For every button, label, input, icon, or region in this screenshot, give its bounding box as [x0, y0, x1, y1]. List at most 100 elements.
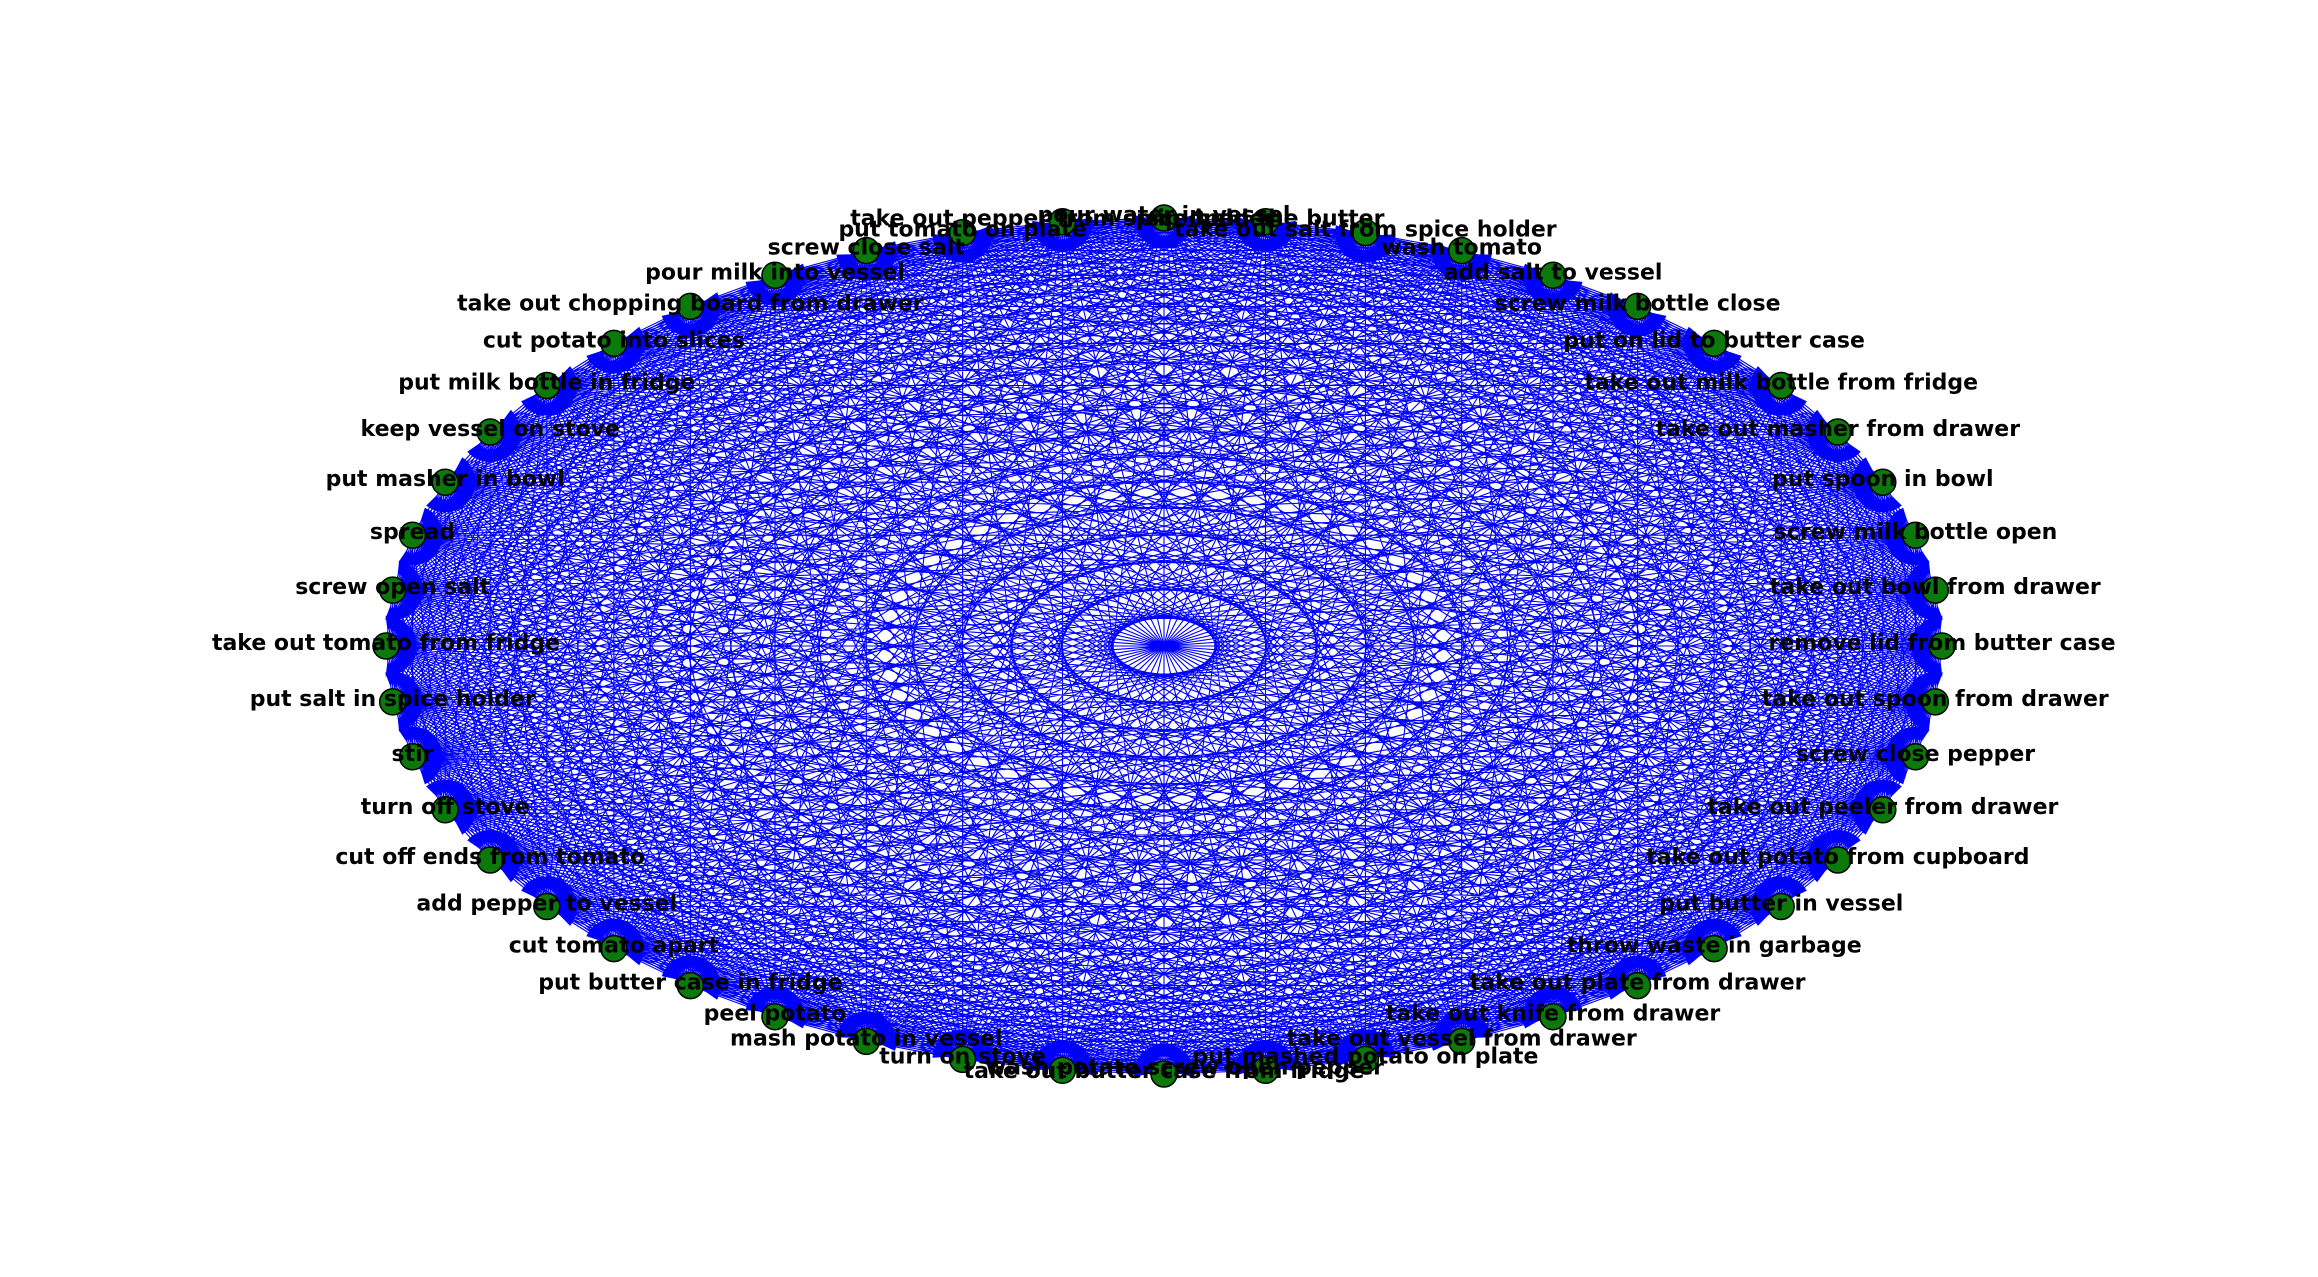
graph-node	[852, 1027, 881, 1056]
arrowheads-node-8	[1522, 263, 1583, 306]
arrowheads-node-43	[1751, 876, 1807, 926]
arrowheads-node-12	[1133, 215, 1195, 249]
arrowheads-node-4	[1807, 409, 1861, 463]
node-label: take out pepper from spice holder	[850, 207, 1275, 232]
arrowheads-node-26	[398, 726, 443, 785]
node-label: throw waste in garbage	[1567, 934, 1862, 959]
node-label: put on lid to butter case	[1563, 328, 1865, 353]
graph-node	[1700, 934, 1728, 963]
node-label: screw close salt	[768, 236, 966, 261]
node-label: screw open pepper	[1147, 1055, 1384, 1080]
node-label: screw open salt	[295, 575, 490, 600]
graph-node	[1447, 236, 1476, 265]
node-label: take out bowl from drawer	[1770, 575, 2101, 600]
graph-node	[1824, 846, 1852, 874]
graph-node	[533, 371, 561, 400]
graph-node	[761, 261, 789, 290]
graph-node	[431, 468, 459, 496]
arrowheads-node-10	[1335, 225, 1396, 263]
graph-node	[1623, 971, 1652, 1000]
node-label: take out salt from spice holder	[1174, 218, 1557, 243]
graph-node	[1623, 292, 1652, 321]
node-label: screw close pepper	[1796, 742, 2035, 767]
node-label: wash potato	[986, 1055, 1139, 1080]
arrowheads-node-34	[932, 1029, 993, 1067]
graph-node	[533, 892, 561, 921]
graph-node	[1351, 1045, 1380, 1074]
node-label: put salt in spice holder	[250, 687, 536, 712]
node-label: take out vessel from drawer	[1287, 1026, 1637, 1051]
graph-node	[1447, 1027, 1476, 1056]
graph-node	[1921, 576, 1950, 604]
node-label: pour milk into vessel	[645, 260, 905, 285]
arrowheads-node-21	[426, 457, 476, 513]
graph-node	[1700, 329, 1728, 358]
node-label: remove lid from butter case	[1768, 631, 2115, 656]
node-label: rip open the butter	[1147, 207, 1385, 232]
node-label: take out plate from drawer	[1470, 971, 1806, 996]
labels-layer: remove lid from butter case take out bowl…	[212, 203, 2116, 1084]
arrowheads-node-0	[1911, 615, 1943, 677]
arrowheads-node-13	[1032, 216, 1093, 252]
arrowheads-node-39	[1431, 1011, 1492, 1051]
arrowheads-node-14	[932, 225, 993, 263]
graph-node	[1921, 688, 1950, 716]
arrowheads-node-6	[1683, 326, 1742, 374]
arrowheads-node-17	[661, 292, 721, 337]
node-label: take out spoon from drawer	[1762, 687, 2109, 712]
node-label: peel potato	[704, 1002, 847, 1027]
arrowheads-node-44	[1807, 829, 1861, 883]
node-label: take out knife from drawer	[1386, 1002, 1721, 1027]
graph-node	[1150, 1060, 1178, 1088]
graph-node	[1869, 796, 1897, 824]
graph-node	[378, 576, 407, 604]
graph-node	[676, 971, 705, 1000]
edge-arrowheads	[385, 215, 1943, 1077]
node-label: take out masher from drawer	[1656, 417, 2021, 442]
node-label: put tomato on plate	[838, 218, 1086, 243]
arrowheads-node-28	[467, 829, 521, 883]
graph-node	[1351, 218, 1380, 247]
graph-node	[600, 329, 628, 358]
node-label: take out tomato from fridge	[212, 631, 560, 656]
arrowheads-node-36	[1133, 1043, 1195, 1077]
arrowheads-node-32	[745, 986, 806, 1029]
arrowheads-node-38	[1335, 1029, 1396, 1067]
arrowheads-node-45	[1852, 779, 1902, 835]
node-label: screw milk bottle close	[1495, 291, 1781, 316]
node-label: stir	[391, 742, 433, 767]
node-label: take out butter case from fridge	[964, 1059, 1365, 1084]
graph-node	[1150, 204, 1178, 232]
node-label: cut tomato apart	[509, 934, 720, 959]
arrowheads-node-23	[385, 560, 423, 621]
arrowheads-node-24	[385, 615, 417, 677]
edges-layer	[385, 215, 1943, 1077]
nodes-layer	[372, 204, 1956, 1088]
graph-node	[948, 218, 977, 247]
arrowheads-node-31	[661, 955, 721, 1000]
graph-node	[1539, 261, 1567, 290]
graph-node	[1251, 207, 1280, 236]
graph-node	[1901, 743, 1930, 771]
node-label: put butter case in fridge	[538, 971, 842, 996]
node-label: keep vessel on stove	[361, 417, 620, 442]
arrowheads-node-46	[1885, 726, 1930, 785]
graph-node	[372, 632, 400, 660]
node-label: take out milk bottle from fridge	[1584, 371, 1978, 396]
graph-node	[1869, 468, 1897, 496]
graph-node	[948, 1045, 977, 1074]
graph-node	[1048, 207, 1077, 236]
graph-node	[1767, 892, 1795, 921]
arrowheads-node-1	[1905, 560, 1943, 621]
graph-node	[1901, 521, 1930, 549]
arrowheads-node-40	[1522, 986, 1583, 1029]
arrowheads-node-18	[586, 326, 645, 374]
node-label: put butter in vessel	[1659, 892, 1903, 917]
arrowheads-node-29	[521, 876, 577, 926]
graph-node	[1767, 371, 1795, 400]
arrowheads-node-7	[1607, 292, 1667, 337]
node-label: wash tomato	[1381, 236, 1542, 261]
node-label: put spoon in bowl	[1772, 467, 1994, 492]
arrowheads-node-42	[1683, 918, 1742, 966]
